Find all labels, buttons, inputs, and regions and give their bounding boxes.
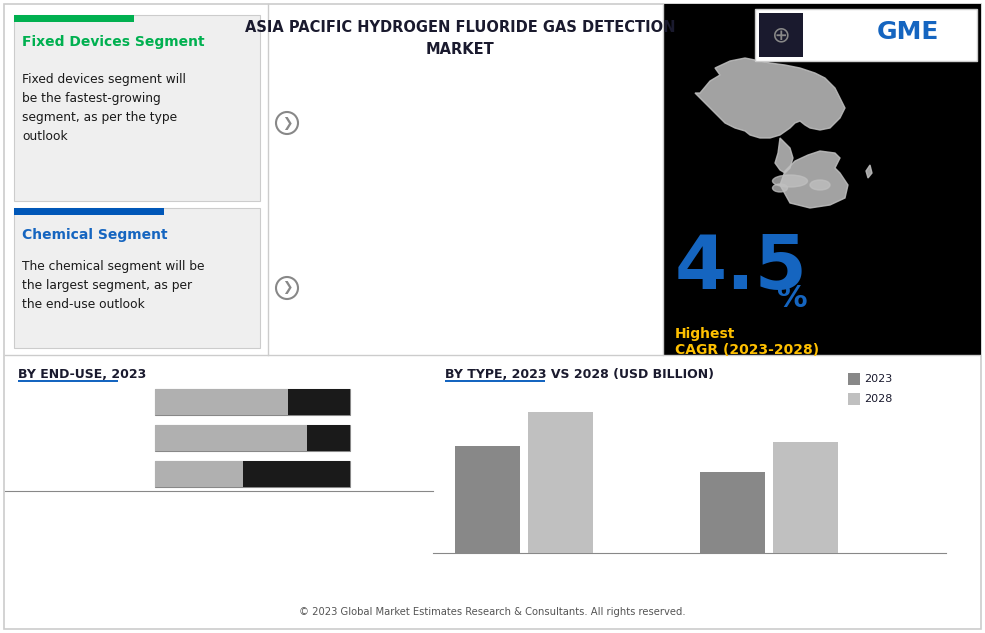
Bar (14, 208, 164, 215)
Ellipse shape (772, 184, 787, 192)
Bar (307, 425, 350, 451)
Text: ⊕: ⊕ (771, 25, 790, 45)
Bar (700, 472, 765, 553)
Ellipse shape (772, 175, 808, 187)
Polygon shape (866, 165, 872, 178)
Text: ❯: ❯ (282, 282, 293, 294)
Bar (528, 413, 593, 553)
Bar (155, 461, 242, 487)
Bar (155, 425, 307, 451)
Text: ASIA PACIFIC HYDROGEN FLUORIDE GAS DETECTION
MARKET: ASIA PACIFIC HYDROGEN FLUORIDE GAS DETEC… (244, 20, 676, 57)
Polygon shape (695, 58, 845, 138)
Text: Chemical Segment: Chemical Segment (22, 228, 167, 242)
Text: %: % (777, 284, 808, 313)
Text: BY END-USE, 2023: BY END-USE, 2023 (18, 368, 146, 381)
Text: Highest: Highest (675, 327, 736, 341)
Bar (663, 4, 981, 355)
Polygon shape (780, 151, 848, 208)
Bar (14, 15, 260, 201)
Bar (455, 446, 520, 553)
Bar (848, 393, 860, 405)
Bar (155, 461, 350, 487)
Bar (155, 425, 350, 451)
Ellipse shape (810, 180, 830, 190)
Text: 2023: 2023 (864, 374, 892, 384)
Bar (242, 461, 350, 487)
Text: Fixed Devices Segment: Fixed Devices Segment (22, 35, 205, 49)
Text: Fixed devices segment will
be the fastest-growing
segment, as per the type
outlo: Fixed devices segment will be the fastes… (22, 73, 186, 143)
Text: © 2023 Global Market Estimates Research & Consultants. All rights reserved.: © 2023 Global Market Estimates Research … (298, 607, 686, 617)
Text: 4.5: 4.5 (675, 232, 808, 305)
Bar (755, 9, 977, 61)
Bar (848, 373, 860, 385)
Bar (759, 13, 803, 57)
Bar (155, 389, 350, 415)
Bar (445, 380, 545, 382)
Bar (18, 380, 118, 382)
Bar (773, 442, 838, 553)
Polygon shape (775, 138, 793, 173)
Text: 2028: 2028 (864, 394, 892, 404)
Bar (14, 208, 260, 348)
Bar (155, 389, 288, 415)
Text: ❯: ❯ (282, 116, 293, 130)
Bar (288, 389, 350, 415)
Bar (14, 15, 134, 22)
Text: CAGR (2023-2028): CAGR (2023-2028) (675, 343, 820, 357)
Text: BY TYPE, 2023 VS 2028 (USD BILLION): BY TYPE, 2023 VS 2028 (USD BILLION) (445, 368, 714, 381)
Text: The chemical segment will be
the largest segment, as per
the end-use outlook: The chemical segment will be the largest… (22, 260, 205, 311)
Text: GME: GME (877, 20, 940, 44)
